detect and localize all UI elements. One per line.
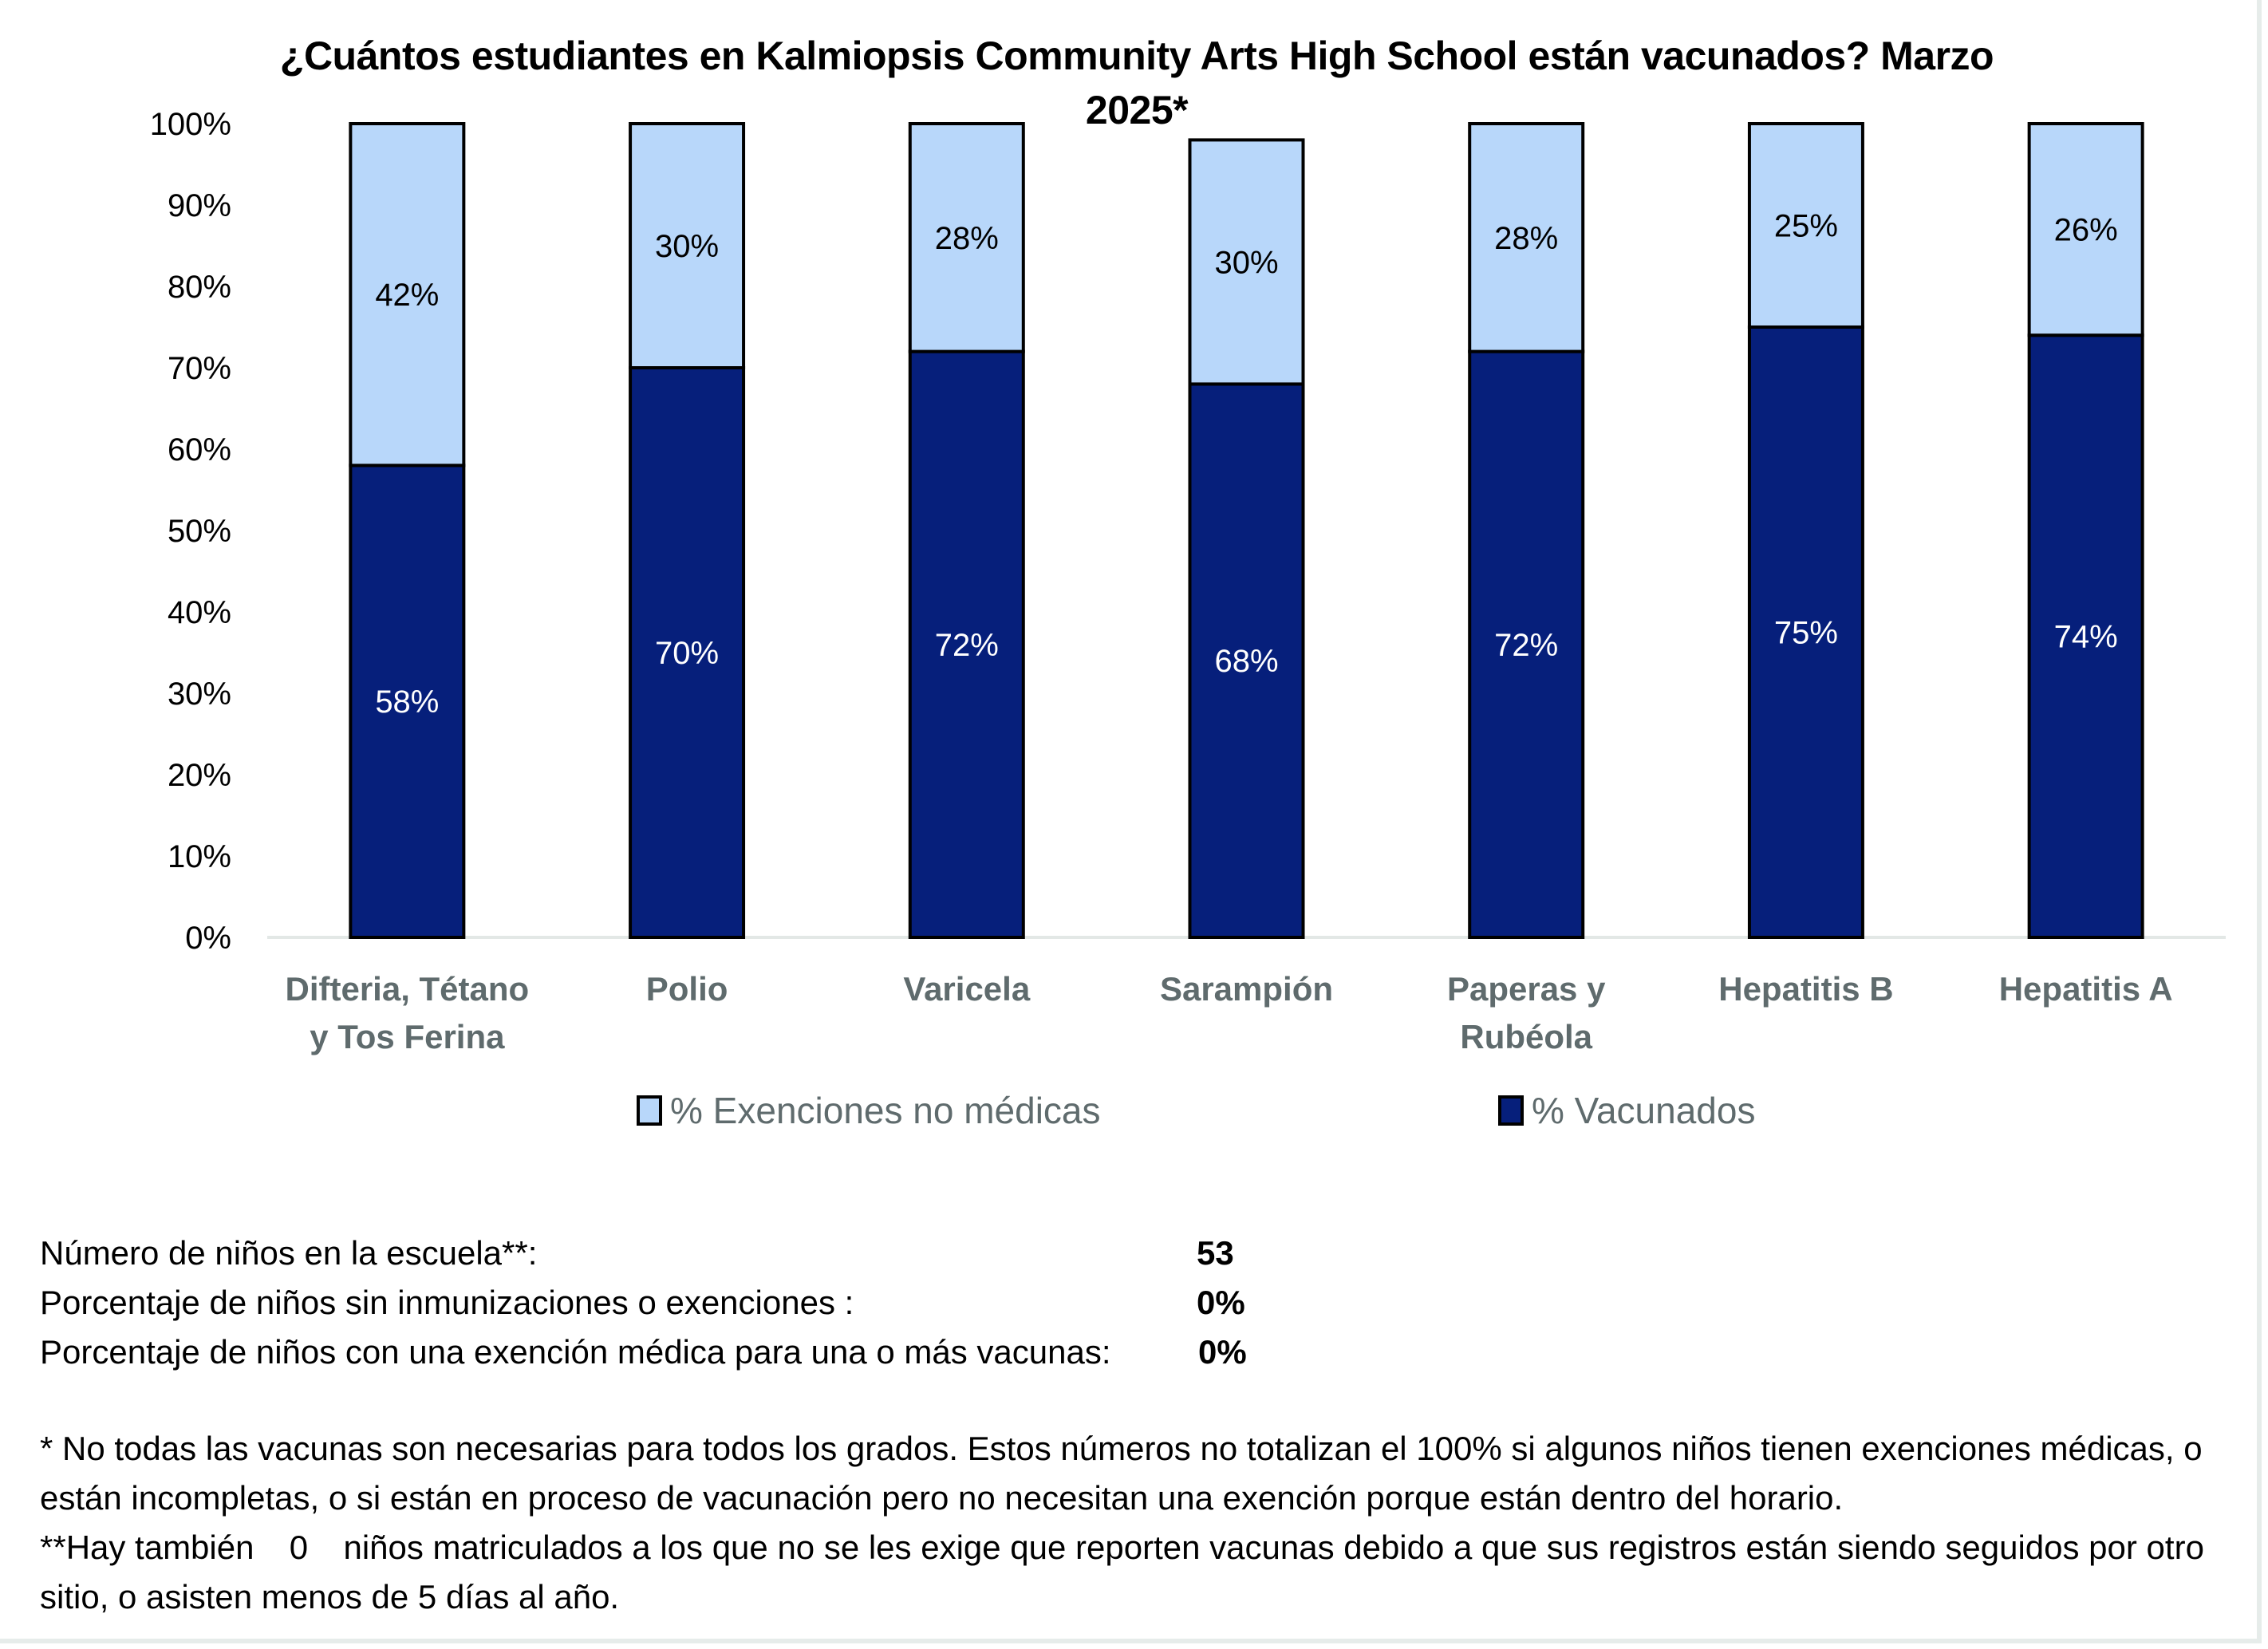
y-tick-label: 0% [185, 921, 231, 956]
stat-value: 53 [1197, 1234, 1234, 1272]
x-tick-label: Hepatitis A [1999, 970, 2173, 1008]
data-label: 72% [935, 628, 999, 663]
y-tick-label: 50% [168, 514, 231, 549]
footnote-2: **Hay también 0 niños matriculados a los q… [40, 1523, 2242, 1622]
data-label: 30% [655, 229, 719, 264]
y-tick-label: 80% [168, 270, 231, 305]
data-label: 74% [2054, 620, 2118, 655]
bar-group: 74% 26% [2027, 122, 2144, 939]
bars: 58% 42% 70% 30% 72% 28% 68% 30% 72% 28% 75% 25% 74% 2… [349, 122, 2144, 940]
legend-label: % Vacunados [1532, 1090, 1755, 1131]
data-label: 42% [375, 278, 439, 313]
x-tick-label: Difteria, Tétano [285, 970, 529, 1008]
y-axis: 0% 10% 20% 30% 40% 50% 60% 70% 80% 90% 100% [150, 107, 231, 956]
data-label: 26% [2054, 213, 2118, 248]
stats-block: Número de niños en la escuela**: 53 Porc… [40, 1229, 1247, 1377]
data-label: 25% [1774, 209, 1838, 244]
bar-segment-exenciones [629, 122, 746, 369]
bar-segment-vacunados [1188, 382, 1305, 939]
footnotes: * No todas las vacunas son necesarias pa… [40, 1424, 2242, 1622]
stacked-bar-chart: 0% 10% 20% 30% 40% 50% 60% 70% 80% 90% 100% 58% 42%… [150, 107, 2226, 1131]
stat-row-medical-exemption: Porcentaje de niños con una exención méd… [40, 1327, 1247, 1377]
bar-group: 72% 28% [1468, 122, 1585, 940]
bar-segment-vacunados [349, 464, 466, 939]
stat-value: 0% [1197, 1284, 1245, 1321]
bar-group: 75% 25% [1747, 122, 1864, 939]
x-axis: Difteria, Tétano y Tos Ferina Polio Varicel… [285, 970, 2172, 1055]
data-label: 72% [1494, 628, 1558, 663]
data-label: 70% [655, 636, 719, 671]
y-tick-label: 40% [168, 595, 231, 630]
bar-segment-vacunados [1747, 325, 1864, 939]
y-tick-label: 70% [168, 351, 231, 386]
bar-segment-exenciones [1747, 122, 1864, 329]
x-tick-label: Sarampión [1160, 970, 1333, 1008]
bar-segment-vacunados [2027, 333, 2144, 939]
bar-segment-vacunados [1468, 349, 1585, 940]
y-tick-label: 100% [150, 107, 231, 142]
legend-swatch [637, 1095, 662, 1126]
stat-label: Número de niños en la escuela**: [40, 1234, 538, 1272]
data-label: 30% [1214, 245, 1278, 280]
footnote-2-suffix: niños matriculados a los que no se les e… [40, 1529, 2204, 1615]
stat-row-no-immunization: Porcentaje de niños sin inmunizaciones o… [40, 1278, 1245, 1327]
bar-segment-exenciones [908, 122, 1025, 353]
data-label: 28% [935, 221, 999, 256]
legend-label: % Exenciones no médicas [670, 1090, 1101, 1131]
footnote-2-count: 0 [289, 1529, 309, 1566]
bar-group: 70% 30% [629, 122, 746, 939]
x-tick-label: Hepatitis B [1718, 970, 1893, 1008]
bar-segment-exenciones [349, 122, 466, 467]
bar-segment-exenciones [2027, 122, 2144, 337]
footnote-1: * No todas las vacunas son necesarias pa… [40, 1430, 2203, 1517]
bar-group: 72% 28% [908, 122, 1025, 940]
chart-title: ¿Cuántos estudiantes en Kalmiopsis Commu… [279, 34, 1994, 132]
y-tick-label: 90% [168, 188, 231, 223]
y-tick-label: 20% [168, 758, 231, 793]
x-tick-label: Paperas y [1447, 970, 1606, 1008]
stat-label: Porcentaje de niños sin inmunizaciones o… [40, 1284, 854, 1321]
legend-swatch [1498, 1095, 1524, 1126]
x-tick-label: Varicela [903, 970, 1030, 1008]
data-label: 58% [375, 684, 439, 720]
x-tick-label: y Tos Ferina [310, 1018, 505, 1055]
x-tick-label: Polio [646, 970, 728, 1008]
bar-group: 58% 42% [349, 122, 466, 939]
y-tick-label: 30% [168, 677, 231, 712]
legend: % Exenciones no médicas % Vacunados [637, 1090, 1755, 1131]
data-label: 75% [1774, 616, 1838, 651]
data-label: 28% [1494, 221, 1558, 256]
y-tick-label: 10% [168, 839, 231, 874]
stat-label: Porcentaje de niños con una exención méd… [40, 1333, 1111, 1371]
y-tick-label: 60% [168, 432, 231, 467]
footnote-2-prefix: **Hay también [40, 1529, 254, 1566]
stat-row-students: Número de niños en la escuela**: 53 [40, 1229, 1234, 1278]
x-tick-label: Rubéola [1460, 1018, 1592, 1055]
stat-value: 0% [1198, 1333, 1247, 1371]
data-label: 68% [1214, 644, 1278, 679]
bar-segment-exenciones [1188, 138, 1305, 386]
bar-group: 68% 30% [1188, 138, 1305, 939]
bar-segment-exenciones [1468, 122, 1585, 353]
